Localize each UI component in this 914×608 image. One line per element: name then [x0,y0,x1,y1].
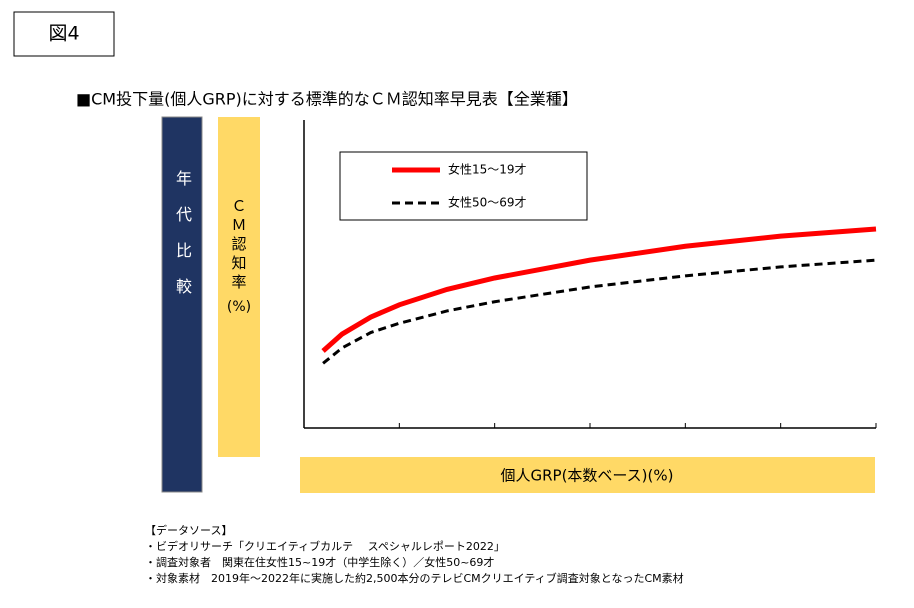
chart-title: ■CM投下量(個人GRP)に対する標準的なＣＭ認知率早見表【全業種】 [76,90,578,109]
line [321,226,877,353]
group-box [161,116,203,493]
note: 【データソース】 [145,523,232,537]
x-label-box [300,457,875,493]
legend-box [339,151,588,221]
group-label-wrap: 年代比較 [162,170,202,314]
line [322,258,877,365]
figure-label: 図4 [48,23,79,45]
y-axis-label: ＣＭ認知率 [229,198,248,293]
figure-label-box [13,11,115,57]
legend-label: 女性50～69才 [448,195,527,210]
legend-label: 女性15～19才 [448,162,527,177]
x-axis-label: 個人GRP(本数ベース)(%) [500,467,673,485]
y-label-wrap: ＣＭ認知率 (%) [218,198,260,315]
note: ・対象素材 2019年～2022年に実施した約2,500本分のテレビCMクリエイ… [145,571,684,585]
y-axis-label: (%) [226,299,252,315]
note: ・ビデオリサーチ「クリエイティブカルテ スペシャルレポート2022」 [145,539,505,553]
note: ・調査対象者 関東在住女性15~19才（中学生除く）／女性50~69才 [145,555,494,569]
y-label-box [218,117,260,457]
group-label: 年代比較 [173,170,192,314]
